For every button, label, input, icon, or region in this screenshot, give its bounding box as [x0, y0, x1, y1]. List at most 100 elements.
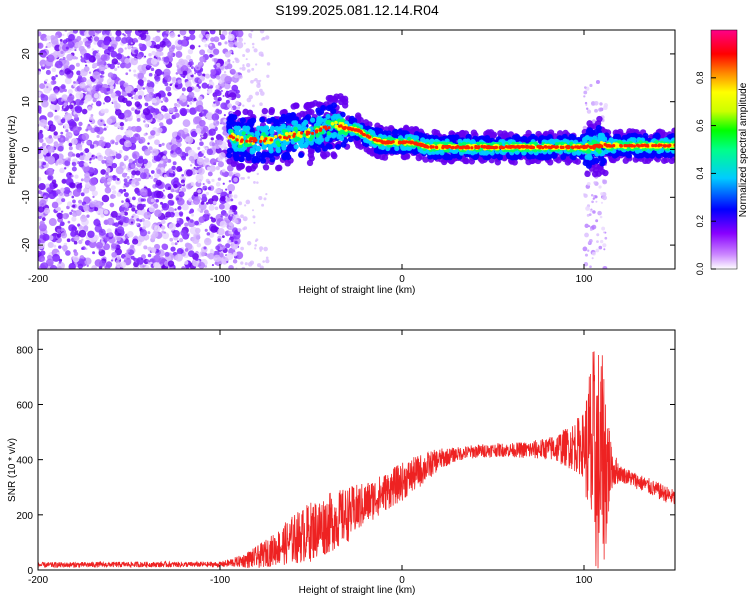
spectrogram-noise-point — [72, 199, 76, 204]
spectrogram-noise-point — [177, 207, 180, 210]
spectrogram-noise-point — [91, 48, 95, 51]
spectrogram-ridge-point — [556, 130, 564, 137]
spectrogram-noise-point — [232, 61, 235, 64]
spectrogram-ridge-point — [285, 145, 292, 152]
spectrogram-noise-point — [38, 206, 45, 213]
spectrogram-noise-point — [163, 150, 168, 155]
spectrogram-ridge-point — [526, 153, 533, 160]
spectrogram-noise-point — [216, 62, 221, 67]
spectrogram-ridge-point — [658, 129, 666, 136]
spectrogram-noise-point — [131, 96, 134, 100]
spectrogram-noise-point — [201, 193, 207, 199]
spectrogram-noise-point — [174, 169, 177, 172]
spectrogram-noise-point — [133, 73, 137, 77]
spectrogram-noise-point — [163, 112, 171, 120]
spectrogram-noise-point — [63, 123, 70, 130]
spectrogram-noise-point — [116, 192, 122, 197]
spectrogram-noise-point — [38, 132, 44, 140]
spectrogram-noise-point — [208, 232, 215, 238]
spectrogram-noise-point — [136, 114, 142, 120]
spectrogram-noise-point — [142, 220, 151, 228]
spectrogram-noise-point — [65, 46, 69, 50]
spectrogram-noise-point — [170, 150, 174, 154]
spectrogram-ridge-point — [339, 111, 346, 118]
spectrogram-noise-point — [246, 62, 251, 68]
spectrogram-noise-point — [100, 108, 106, 114]
spectrogram-noise-point — [41, 52, 47, 58]
spectrogram-noise-point — [162, 155, 167, 159]
spectrogram-noise-point — [207, 186, 212, 191]
spectrogram-ridge-point — [621, 134, 628, 141]
spectrogram-noise-point — [116, 256, 121, 260]
spectrogram-noise-point — [197, 207, 201, 212]
spectrogram-noise-point — [49, 104, 56, 111]
spectrogram-noise-point — [189, 209, 194, 214]
spectrogram-noise-point — [177, 79, 182, 84]
spectrogram-noise-point — [175, 51, 183, 58]
spectrogram-noise-point — [39, 119, 48, 128]
spectrogram-noise-point — [58, 245, 62, 249]
spectrogram-noise-point — [105, 155, 114, 164]
spectrogram-ridge-point — [275, 148, 282, 154]
spectrogram-noise-point — [177, 142, 182, 148]
spectrogram-noise-point — [183, 185, 187, 189]
spectrogram-noise-point — [81, 76, 87, 83]
spectrogram-noise-point — [593, 100, 599, 106]
spectrogram-ridge-point — [302, 119, 309, 125]
spectrogram-noise-point — [124, 109, 132, 118]
spectrogram-noise-point — [84, 94, 92, 102]
spectrogram-noise-point — [125, 36, 133, 44]
spectrogram-noise-point — [100, 119, 103, 123]
spectrogram-ridge-point — [369, 150, 376, 157]
spectrogram-noise-point — [223, 71, 227, 74]
spectrogram-noise-point — [234, 41, 239, 46]
spectrogram-noise-point — [95, 100, 102, 107]
spectrogram-noise-point — [220, 102, 228, 110]
spectrogram-noise-point — [76, 70, 81, 76]
spectrogram-noise-point — [584, 232, 589, 238]
spectrogram-noise-point — [54, 109, 58, 113]
spectrogram-noise-point — [186, 104, 190, 108]
spectrogram-noise-point — [161, 243, 168, 250]
spectrogram-noise-point — [583, 86, 587, 89]
spectrogram-noise-point — [231, 68, 235, 73]
spectrogram-noise-point — [223, 114, 226, 117]
spectrogram-noise-point — [265, 35, 270, 40]
spectrogram-noise-point — [132, 37, 138, 43]
spectrogram-noise-point — [141, 209, 145, 214]
spectrogram-noise-point — [174, 108, 178, 113]
spectrogram-noise-point — [218, 203, 225, 210]
spectrogram-noise-point — [61, 33, 65, 37]
spectrogram-noise-point — [598, 185, 602, 189]
spectrogram-noise-point — [247, 261, 253, 267]
spectrogram-noise-point — [213, 64, 217, 69]
spectrogram-noise-point — [172, 173, 175, 176]
spectrogram-ridge-point — [238, 156, 245, 163]
spectrogram-noise-point — [76, 36, 82, 42]
spectrogram-noise-point — [42, 192, 50, 200]
spectrogram-noise-point — [98, 64, 106, 72]
spectrogram-noise-point — [125, 100, 133, 107]
spectrogram-noise-point — [49, 167, 54, 172]
spectrogram-noise-point — [233, 30, 239, 33]
spectrogram-noise-point — [180, 229, 187, 237]
spectrogram-noise-point — [196, 242, 202, 248]
spectrogram-ridge-point — [247, 118, 254, 125]
spectrogram-ridge-point — [274, 125, 280, 132]
spectrogram-noise-point — [74, 48, 77, 52]
spectrogram-noise-point — [150, 247, 157, 254]
spectrogram-ridge-point — [284, 160, 291, 167]
spectrogram-noise-point — [47, 174, 54, 181]
spectrogram-noise-point — [53, 131, 58, 136]
spectrogram-noise-point — [238, 74, 243, 79]
spectrogram-noise-point — [161, 232, 170, 240]
spectrogram-noise-point — [123, 155, 129, 161]
spectrogram-noise-point — [54, 60, 63, 69]
spectrogram-noise-point — [101, 159, 106, 164]
spectrogram-noise-point — [220, 256, 229, 265]
spectrogram-noise-point — [240, 176, 244, 180]
spectrogram-noise-point — [39, 59, 47, 67]
spectrogram-noise-point — [78, 205, 84, 211]
spectrogram-noise-point — [39, 234, 44, 239]
spectrogram-noise-point — [46, 56, 49, 59]
